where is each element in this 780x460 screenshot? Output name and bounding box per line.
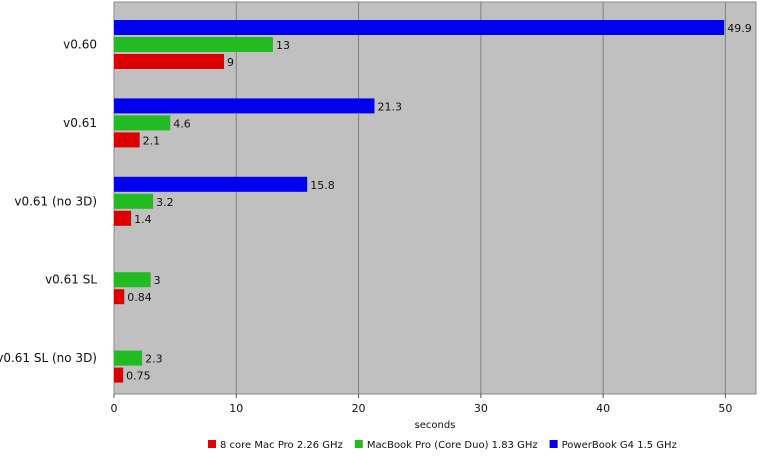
bar (114, 54, 225, 69)
gridlines (235, 2, 726, 394)
category-label: v0.61 (no 3D) (14, 194, 97, 208)
data-label: 15.8 (310, 179, 335, 192)
data-label: 1.4 (134, 213, 152, 226)
value-labels: 49.9 13 9 21.3 4.6 2.1 15.8 3.2 1.4 30.84 2.3 0.75 (126, 22, 752, 383)
legend-swatch (549, 440, 558, 448)
bar (114, 132, 140, 148)
data-label: 2.3 (145, 353, 163, 366)
data-label: 9 (227, 56, 234, 69)
x-tick-label: 10 (229, 402, 243, 415)
bar (114, 210, 132, 226)
x-tick-label: 50 (718, 402, 732, 415)
data-label: 4.6 (173, 117, 191, 130)
bar (114, 176, 308, 192)
data-label: 3.2 (156, 196, 174, 209)
legend: 8 core Mac Pro 2.26 GHz MacBook Pro (Core… (208, 440, 677, 451)
data-label: 21.3 (377, 100, 402, 113)
bar (114, 20, 725, 35)
x-axis-ticks: 0 10 20 30 40 50 (111, 394, 732, 415)
data-label: 2.1 (143, 134, 161, 147)
category-labels: v0.60 v0.61 v0.61 (no 3D) v0.61 SL v0.61 SL … (0, 38, 97, 366)
x-axis-title: seconds (415, 420, 456, 431)
x-tick-label: 40 (596, 402, 610, 415)
bar (114, 350, 143, 366)
data-label: 49.9 (727, 22, 752, 35)
bars (114, 20, 725, 383)
data-label: 13 (276, 39, 290, 52)
x-tick-label: 30 (474, 402, 488, 415)
data-label: 0.75 (126, 370, 150, 383)
bar (114, 37, 273, 52)
legend-item: PowerBook G4 1.5 GHz (562, 440, 677, 451)
bar (114, 115, 171, 131)
bar (114, 193, 154, 209)
data-label: 0.84 (127, 291, 152, 304)
x-tick-label: 20 (352, 402, 366, 415)
x-tick-label: 0 (111, 402, 118, 415)
bar (114, 289, 125, 305)
data-label: 3 (154, 274, 161, 287)
bar (114, 98, 375, 114)
legend-item: MacBook Pro (Core Duo) 1.83 GHz (367, 440, 538, 451)
category-label: v0.61 SL (45, 273, 97, 287)
category-label: v0.61 (63, 116, 97, 130)
category-label: v0.61 SL (no 3D) (0, 351, 97, 365)
legend-swatch (354, 440, 363, 448)
legend-swatch (208, 440, 216, 448)
legend-item: 8 core Mac Pro 2.26 GHz (220, 440, 343, 451)
category-label: v0.60 (63, 38, 97, 52)
bar (114, 367, 124, 383)
bar (114, 272, 151, 288)
